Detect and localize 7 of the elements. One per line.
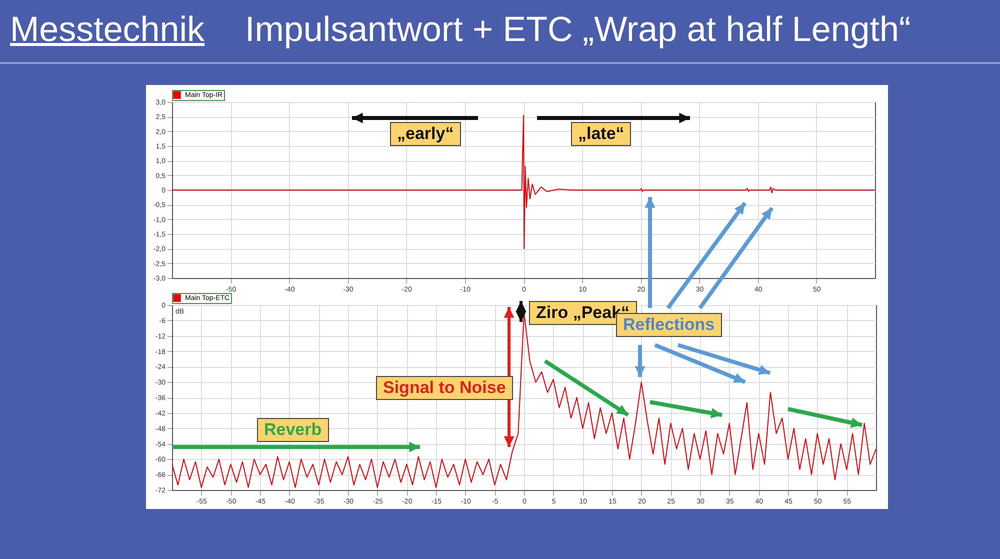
annotation: Reverb xyxy=(257,418,329,442)
annotation: Signal to Noise xyxy=(376,376,513,400)
chart-title: Messtechnik xyxy=(10,10,205,50)
line-series xyxy=(172,114,875,250)
annotation: „late“ xyxy=(571,122,632,146)
chart-subtitle: Impulsantwort + ETC „Wrap at half Length“ xyxy=(245,10,911,50)
annotation: „early“ xyxy=(390,122,461,146)
